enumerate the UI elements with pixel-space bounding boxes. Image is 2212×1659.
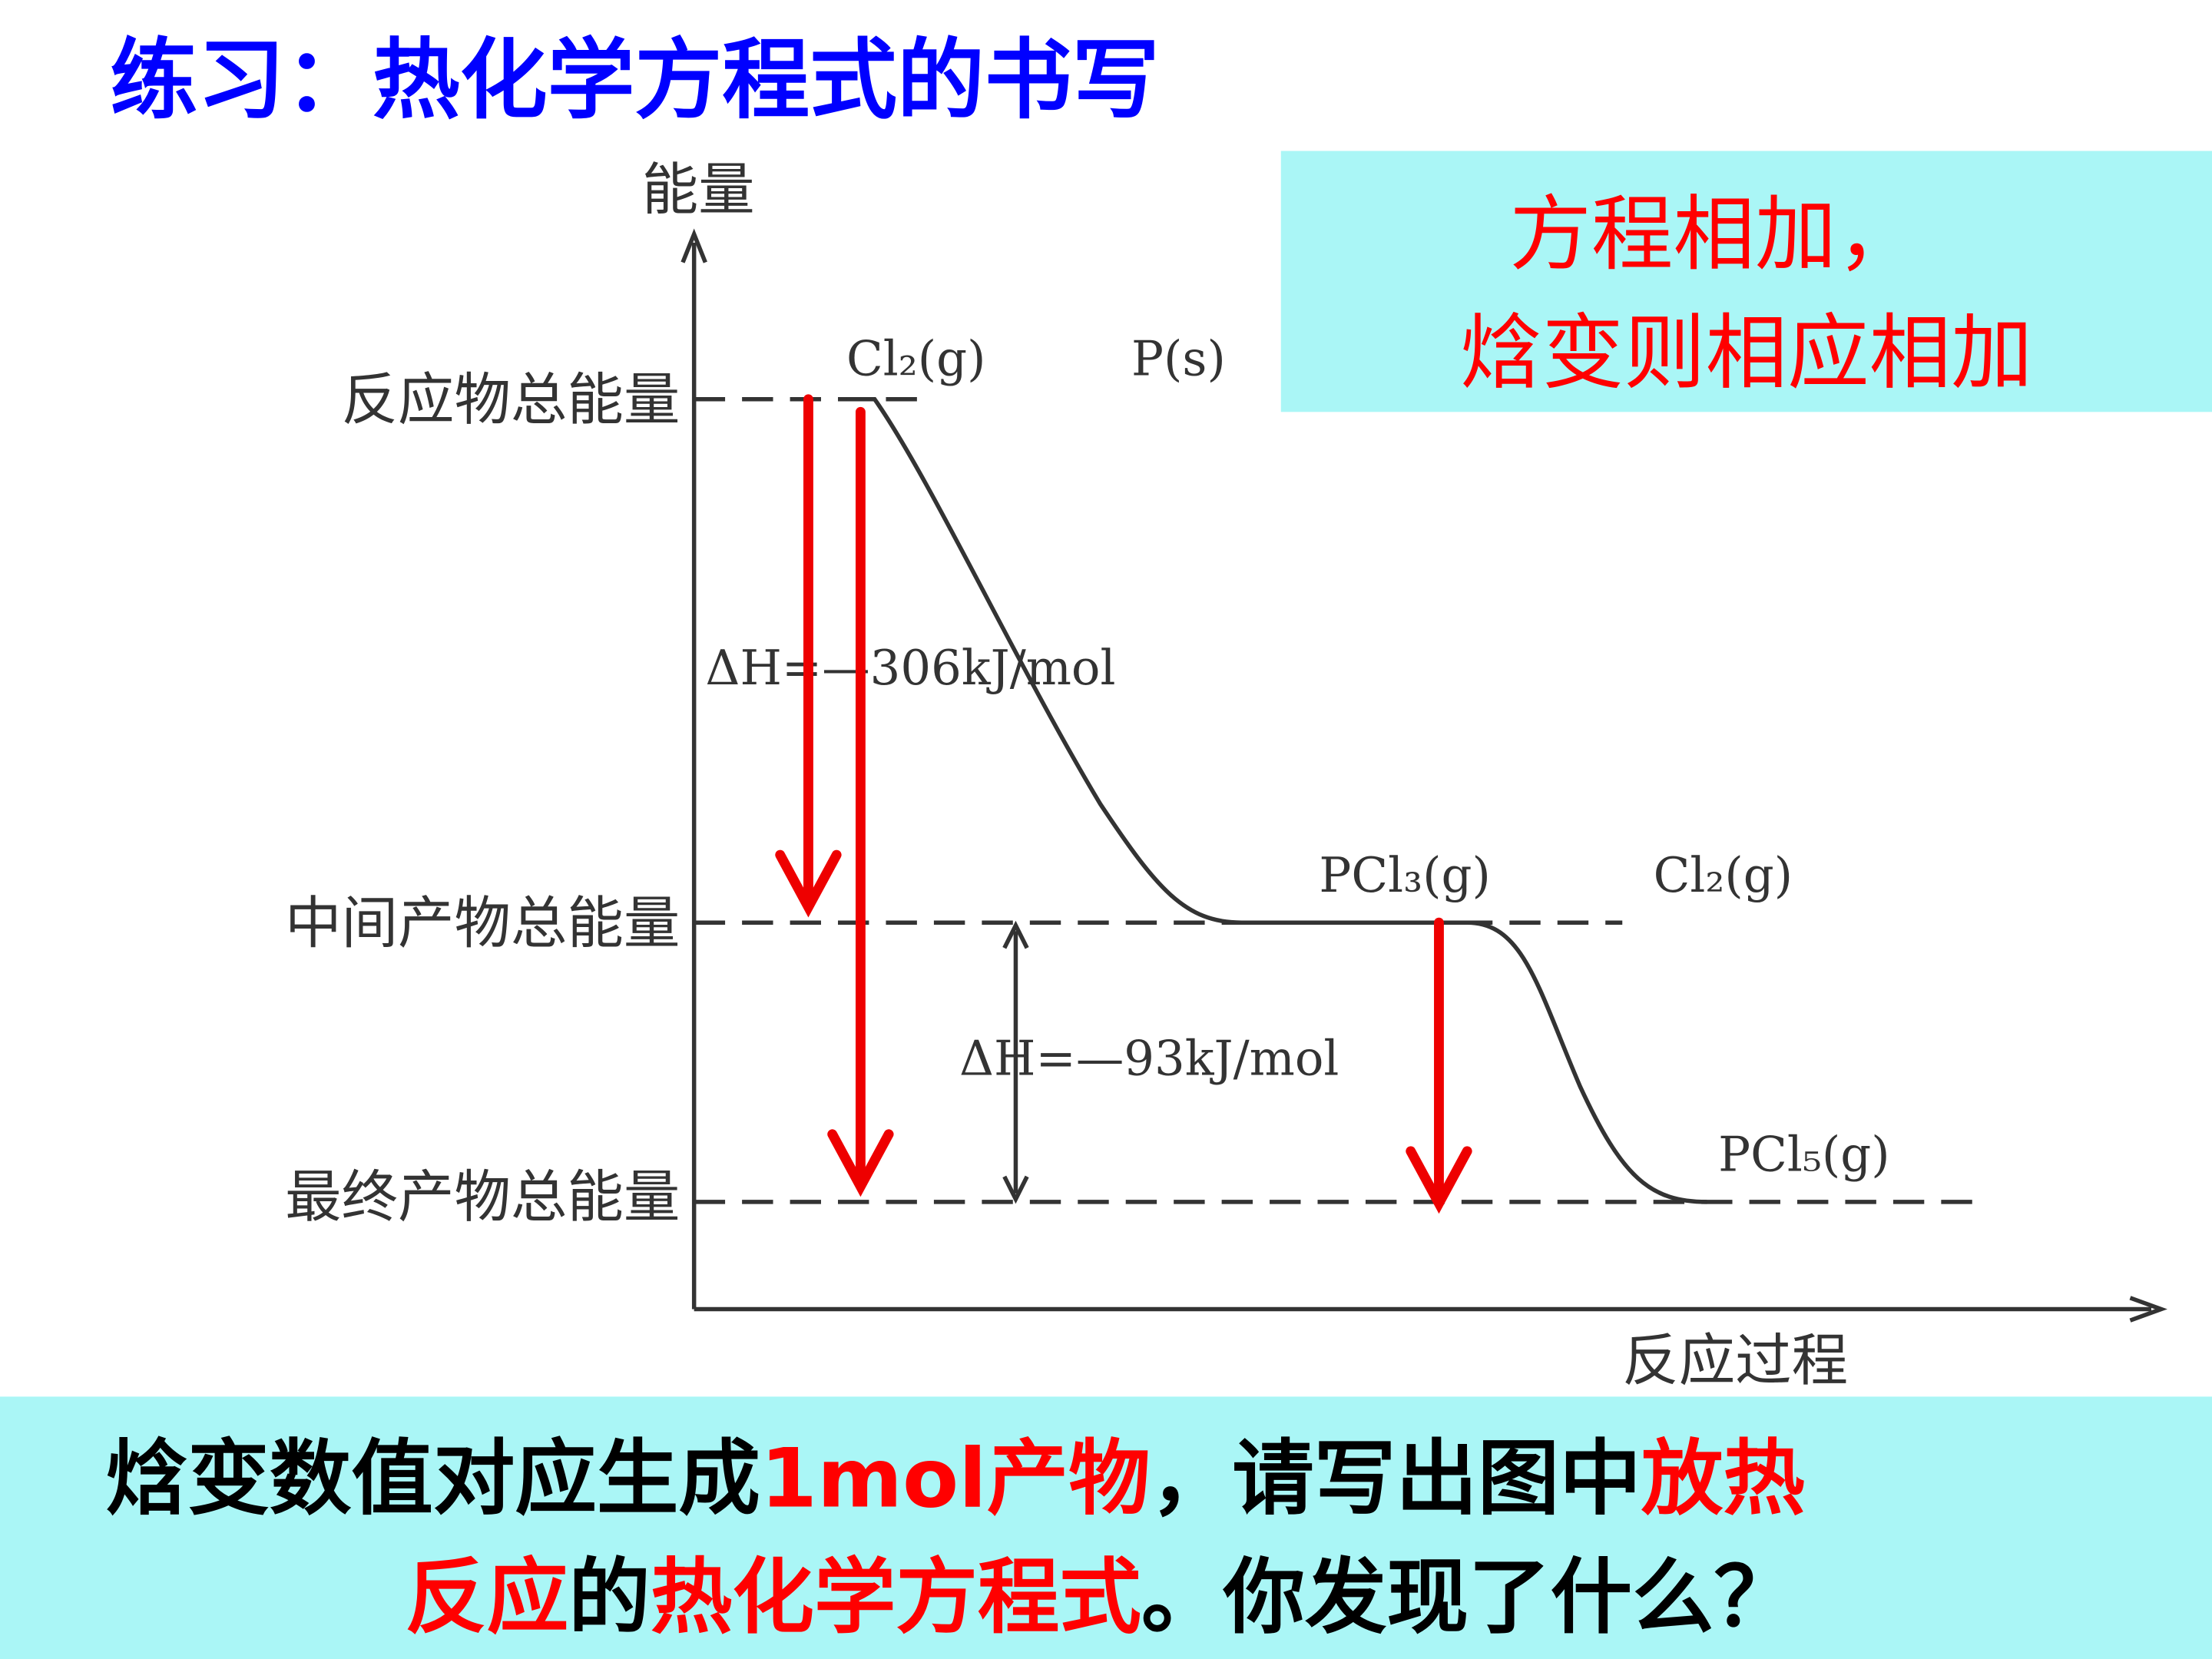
question-segment: 放热 <box>1641 1432 1805 1527</box>
species-label: Cl₂(g) <box>1654 847 1793 903</box>
level-label: 中间产物总能量 <box>285 891 680 956</box>
y-axis-label: 能量 <box>642 157 755 223</box>
red-arrowhead <box>827 1129 894 1197</box>
level-label: 最终产物总能量 <box>285 1164 680 1230</box>
energy-curve <box>846 397 1707 1204</box>
y-arrowhead <box>680 228 707 263</box>
question-segment: 焓变数值对应生成 <box>106 1432 760 1527</box>
question-line: 焓变数值对应生成1mol产物，请写出图中放热 <box>106 1432 1805 1527</box>
species-label: PCl₃(g) <box>1319 847 1490 903</box>
question-segment: 1mol <box>760 1432 987 1527</box>
callout-box <box>1280 151 2212 412</box>
question-segment: 的 <box>568 1550 651 1645</box>
red-arrows <box>775 394 1472 1214</box>
species-label: PCl₅(g) <box>1718 1126 1889 1182</box>
species-label: P(s) <box>1131 331 1226 387</box>
delta-h-label: ΔH=—93kJ/mol <box>959 1031 1339 1087</box>
callout-line: 焓变则相应相加 <box>1460 306 2033 401</box>
level-label: 反应物总能量 <box>342 368 680 433</box>
question-band <box>0 1396 2212 1659</box>
red-arrowhead <box>775 849 842 918</box>
red-arrowhead <box>1406 1146 1472 1214</box>
question-segment: ，请写出图中 <box>1151 1432 1641 1527</box>
question-segment: 反应 <box>405 1550 568 1645</box>
x-axis-label: 反应过程 <box>1622 1328 1848 1393</box>
question-segment: 。你发现了什么？ <box>1141 1550 1796 1645</box>
question-segment: 热化学方程式 <box>651 1550 1141 1645</box>
question-segment: 产物 <box>987 1432 1151 1527</box>
delta-h-bracket-ends <box>1002 920 1029 1204</box>
title: 练习：热化学方程式的书写 <box>110 28 1159 131</box>
x-arrowhead <box>2129 1296 2167 1323</box>
callout-line: 方程相加， <box>1509 187 1919 283</box>
delta-h-label: ΔH=—306kJ/mol <box>705 640 1115 696</box>
question-line: 反应的热化学方程式。你发现了什么？ <box>405 1550 1796 1645</box>
species-label: Cl₂(g) <box>846 331 985 387</box>
